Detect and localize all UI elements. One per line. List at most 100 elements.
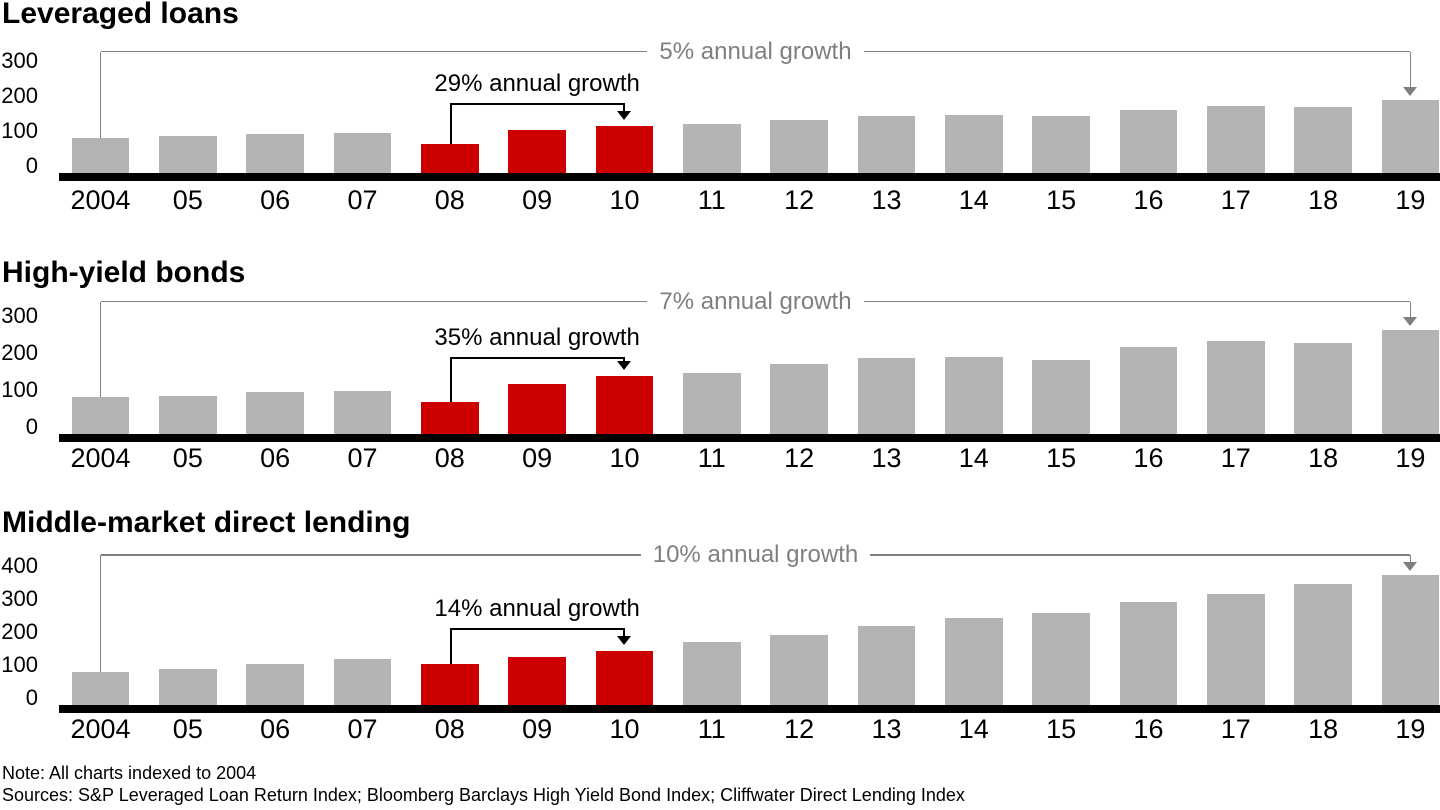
x-axis-tick-label: 2004 — [70, 442, 131, 473]
bar-2017 — [1206, 106, 1265, 173]
bar-2006 — [246, 663, 304, 705]
x-axis-tick-label: 05 — [172, 442, 203, 473]
overall-growth-arrow-icon — [1403, 562, 1418, 572]
overall-growth-label: 10% annual growth — [652, 541, 859, 568]
x-axis-tick-label: 06 — [260, 185, 291, 215]
x-axis-tick-label: 13 — [871, 714, 902, 744]
crisis-growth-label: 29% annual growth — [434, 70, 640, 98]
chart-title-high-yield-bonds: High-yield bonds — [2, 256, 246, 289]
x-axis-tick-label: 19 — [1395, 442, 1426, 473]
x-axis-tick-label: 09 — [522, 442, 553, 473]
y-axis-tick-label: 0 — [25, 684, 38, 710]
crisis-growth-bracket-line — [449, 628, 625, 631]
overall-growth-line-left — [100, 554, 641, 556]
crisis-growth-label: 35% annual growth — [434, 323, 640, 351]
y-axis-tick-label: 200 — [1, 82, 38, 108]
crisis-growth-bracket-left-leg — [449, 628, 452, 664]
x-axis-tick-label: 16 — [1133, 185, 1164, 215]
x-axis-tick-label: 07 — [347, 185, 378, 215]
x-axis-tick-label: 13 — [871, 185, 902, 215]
x-axis-tick-label: 12 — [784, 714, 815, 744]
x-axis-tick-label: 11 — [697, 185, 726, 215]
x-axis-tick-label: 19 — [1395, 185, 1426, 215]
overall-growth-label: 5% annual growth — [659, 37, 852, 65]
crisis-growth-bracket-left-leg — [449, 103, 452, 145]
x-axis-tick-label: 10 — [609, 185, 640, 215]
bar-2019 — [1381, 99, 1440, 173]
bar-2017 — [1206, 594, 1265, 705]
bar-2011 — [683, 124, 741, 173]
y-axis-tick-label: 300 — [1, 47, 38, 73]
bar-2004 — [71, 137, 130, 173]
bar-2015 — [1032, 359, 1090, 435]
crisis-growth-arrow-line — [623, 103, 626, 111]
bar-2008 — [421, 144, 479, 173]
x-axis-tick-label: 19 — [1395, 714, 1426, 744]
x-axis-line — [59, 434, 1440, 443]
overall-growth-arrow-icon — [1403, 86, 1418, 96]
bar-2018 — [1294, 583, 1352, 705]
x-axis-tick-label: 14 — [958, 185, 989, 215]
x-axis-tick-label: 15 — [1046, 185, 1077, 215]
overall-growth-line-right — [863, 300, 1411, 303]
x-axis-tick-label: 08 — [434, 442, 465, 473]
bar-2007 — [333, 132, 392, 173]
overall-growth-arrow-line — [1409, 555, 1412, 563]
x-axis-tick-label: 15 — [1046, 442, 1077, 473]
x-axis-tick-label: 11 — [697, 714, 726, 744]
x-axis-tick-label: 16 — [1133, 714, 1164, 744]
overall-growth-line-right — [870, 554, 1411, 556]
x-axis-tick-label: 14 — [958, 714, 989, 744]
x-axis-tick-label: 18 — [1308, 442, 1339, 473]
bar-2005 — [159, 135, 217, 173]
bar-2018 — [1294, 106, 1352, 173]
crisis-growth-label: 14% annual growth — [434, 595, 640, 623]
x-axis-tick-label: 12 — [784, 185, 815, 215]
x-axis-tick-label: 18 — [1308, 185, 1339, 215]
x-axis-tick-label: 2004 — [70, 185, 131, 215]
bar-2009 — [508, 656, 566, 705]
bar-2008 — [421, 663, 479, 705]
x-axis-tick-label: 10 — [609, 442, 640, 473]
crisis-growth-bracket-line — [449, 356, 625, 359]
bar-2007 — [333, 391, 392, 435]
bar-2006 — [246, 391, 304, 435]
sources-text: Sources: S&P Leveraged Loan Return Index… — [2, 785, 965, 805]
note-text: Note: All charts indexed to 2004 — [2, 763, 257, 783]
y-axis-tick-label: 200 — [1, 340, 38, 366]
x-axis-tick-label: 06 — [260, 442, 291, 473]
crisis-growth-arrow-line — [623, 356, 626, 362]
x-axis-line — [59, 704, 1440, 713]
y-axis-tick-label: 200 — [1, 618, 38, 644]
bar-2011 — [683, 642, 741, 705]
bar-2014 — [945, 618, 1003, 705]
bar-2015 — [1032, 115, 1090, 173]
x-axis-tick-label: 2004 — [70, 714, 131, 744]
x-axis-tick-label: 08 — [434, 714, 465, 744]
y-axis-tick-label: 0 — [25, 152, 38, 178]
x-axis-tick-label: 07 — [347, 442, 378, 473]
chart-title-leveraged-loans: Leveraged loans — [2, 0, 239, 30]
crisis-growth-arrow-icon — [617, 110, 632, 120]
x-axis-tick-label: 16 — [1133, 442, 1164, 473]
x-axis-tick-label: 17 — [1220, 185, 1251, 215]
crisis-growth-arrow-icon — [617, 636, 632, 646]
overall-growth-line-left — [100, 300, 648, 303]
overall-growth-connector-line — [99, 51, 102, 138]
bar-2004 — [71, 397, 130, 435]
bar-2009 — [508, 129, 566, 173]
y-axis-tick-label: 300 — [1, 303, 38, 329]
bar-2008 — [421, 402, 479, 435]
y-axis-tick-label: 100 — [1, 117, 38, 143]
overall-growth-annotation: 10% annual growth — [100, 541, 1411, 569]
x-axis-tick-label: 05 — [172, 714, 203, 744]
x-axis-tick-label: 13 — [871, 442, 902, 473]
overall-growth-arrow-line — [1409, 51, 1412, 87]
crisis-growth-bracket-line — [449, 103, 625, 106]
overall-growth-line-right — [863, 50, 1411, 53]
bar-2005 — [159, 669, 217, 705]
bar-2013 — [857, 116, 916, 173]
